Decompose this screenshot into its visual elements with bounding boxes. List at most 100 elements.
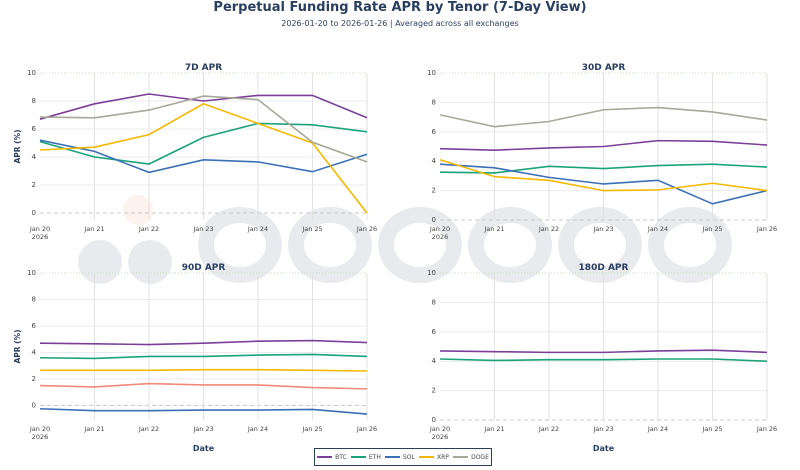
- y-tick-label: 6: [432, 328, 437, 336]
- y-tick-label: 10: [27, 69, 36, 77]
- y-tick-label: 10: [427, 69, 436, 77]
- x-tick-label: Jan 24: [247, 425, 268, 433]
- y-tick-label: 4: [32, 348, 37, 356]
- watermark-shape: [288, 207, 372, 283]
- series-line-xrp: [439, 158, 768, 192]
- y-tick-label: 4: [432, 357, 437, 365]
- y-tick-label: 6: [32, 322, 37, 330]
- legend-item-btc[interactable]: BTC: [317, 454, 347, 461]
- series-line-btc: [439, 349, 768, 354]
- x-tick-label: Jan 24: [647, 225, 668, 233]
- watermark-shape: [648, 207, 732, 283]
- x-tick-label: Jan 26: [356, 225, 377, 233]
- legend-swatch: [350, 456, 366, 458]
- x-tick-label: Jan 24: [647, 425, 668, 433]
- x-tick-label: 2026: [32, 233, 49, 241]
- x-tick-label: Jan 25: [301, 225, 322, 233]
- watermark-shape: [558, 207, 642, 283]
- page-title: Perpetual Funding Rate APR by Tenor (7-D…: [213, 0, 587, 15]
- x-tick-label: Jan 25: [701, 425, 722, 433]
- x-axis-label: Date: [193, 444, 215, 453]
- legend: BTC ETH SOL XRP DOGE: [314, 448, 492, 466]
- x-tick-label: 2026: [432, 233, 449, 241]
- x-tick-label: 2026: [432, 433, 449, 441]
- series-line-eth: [39, 353, 368, 360]
- x-tick-label: Jan 26: [356, 425, 377, 433]
- legend-item-xrp[interactable]: XRP: [419, 454, 449, 461]
- x-tick-label: Jan 25: [701, 225, 722, 233]
- x-axis-label: Date: [593, 444, 615, 453]
- watermark-shape: [378, 207, 462, 283]
- legend-swatch: [419, 456, 435, 458]
- legend-item-eth[interactable]: ETH: [350, 453, 381, 461]
- series-line-eth: [439, 163, 768, 174]
- watermark-logo: [78, 195, 732, 284]
- legend-label: BTC: [335, 453, 347, 461]
- x-tick-label: Jan 22: [538, 425, 559, 433]
- legend-label: ETH: [368, 453, 381, 461]
- legend-swatch: [384, 456, 400, 458]
- series-line-btc: [39, 93, 368, 120]
- y-tick-label: 0: [432, 416, 436, 424]
- legend-item-doge[interactable]: DOGE: [453, 454, 489, 461]
- y-tick-label: 10: [27, 269, 36, 277]
- y-tick-label: 6: [32, 125, 37, 133]
- x-tick-label: Jan 22: [538, 225, 559, 233]
- series-line-doge: [439, 106, 768, 128]
- page-subtitle: 2026-01-20 to 2026-01-26 | Averaged acro…: [281, 19, 519, 28]
- x-tick-label: Jan 24: [247, 225, 268, 233]
- y-tick-label: 10: [427, 269, 436, 277]
- series-line-sol: [39, 407, 368, 415]
- x-tick-label: Jan 25: [301, 425, 322, 433]
- x-tick-label: Jan 23: [592, 425, 613, 433]
- series-line-btc: [39, 339, 368, 346]
- series-line-eth: [439, 358, 768, 362]
- legend-swatch: [453, 456, 469, 458]
- x-tick-label: Jan 20: [29, 425, 50, 433]
- y-tick-label: 8: [32, 97, 36, 105]
- series-line-doge: [39, 95, 368, 163]
- watermark-shape: [468, 207, 552, 283]
- subplot-title: 7D APR: [185, 63, 222, 73]
- x-tick-label: Jan 23: [192, 425, 213, 433]
- y-tick-label: 0: [432, 216, 436, 224]
- y-tick-label: 0: [32, 209, 36, 217]
- y-tick-label: 4: [32, 153, 37, 161]
- subplot-title: 30D APR: [582, 63, 626, 73]
- series-line-btc: [439, 139, 768, 151]
- x-tick-label: Jan 20: [429, 425, 450, 433]
- series-line-sol: [439, 163, 768, 205]
- series-line-unlabeled: [39, 382, 368, 390]
- y-axis-label: APR (%): [13, 329, 22, 363]
- y-tick-label: 2: [432, 187, 436, 195]
- legend-label: DOGE: [471, 453, 489, 461]
- subplot-title: 180D APR: [579, 263, 629, 273]
- x-tick-label: Jan 21: [483, 225, 504, 233]
- x-tick-label: Jan 23: [192, 225, 213, 233]
- y-tick-label: 2: [432, 387, 436, 395]
- x-tick-label: Jan 21: [483, 425, 504, 433]
- watermark-shape: [78, 240, 122, 284]
- x-tick-label: Jan 21: [83, 425, 104, 433]
- legend-label: XRP: [437, 453, 449, 461]
- y-tick-label: 0: [32, 401, 36, 409]
- legend-item-sol[interactable]: SOL: [384, 454, 415, 461]
- x-tick-label: Jan 22: [138, 425, 159, 433]
- y-tick-label: 2: [32, 181, 36, 189]
- legend-swatch: [317, 456, 333, 458]
- x-tick-label: Jan 21: [83, 225, 104, 233]
- y-tick-label: 6: [432, 128, 437, 136]
- x-tick-label: Jan 26: [756, 425, 777, 433]
- series-line-eth: [39, 122, 368, 165]
- x-tick-label: Jan 26: [756, 225, 777, 233]
- y-tick-label: 2: [32, 375, 36, 383]
- series-line-sol: [39, 139, 368, 174]
- watermark-shape: [128, 240, 172, 284]
- x-tick-label: Jan 20: [429, 225, 450, 233]
- y-tick-label: 4: [432, 157, 437, 165]
